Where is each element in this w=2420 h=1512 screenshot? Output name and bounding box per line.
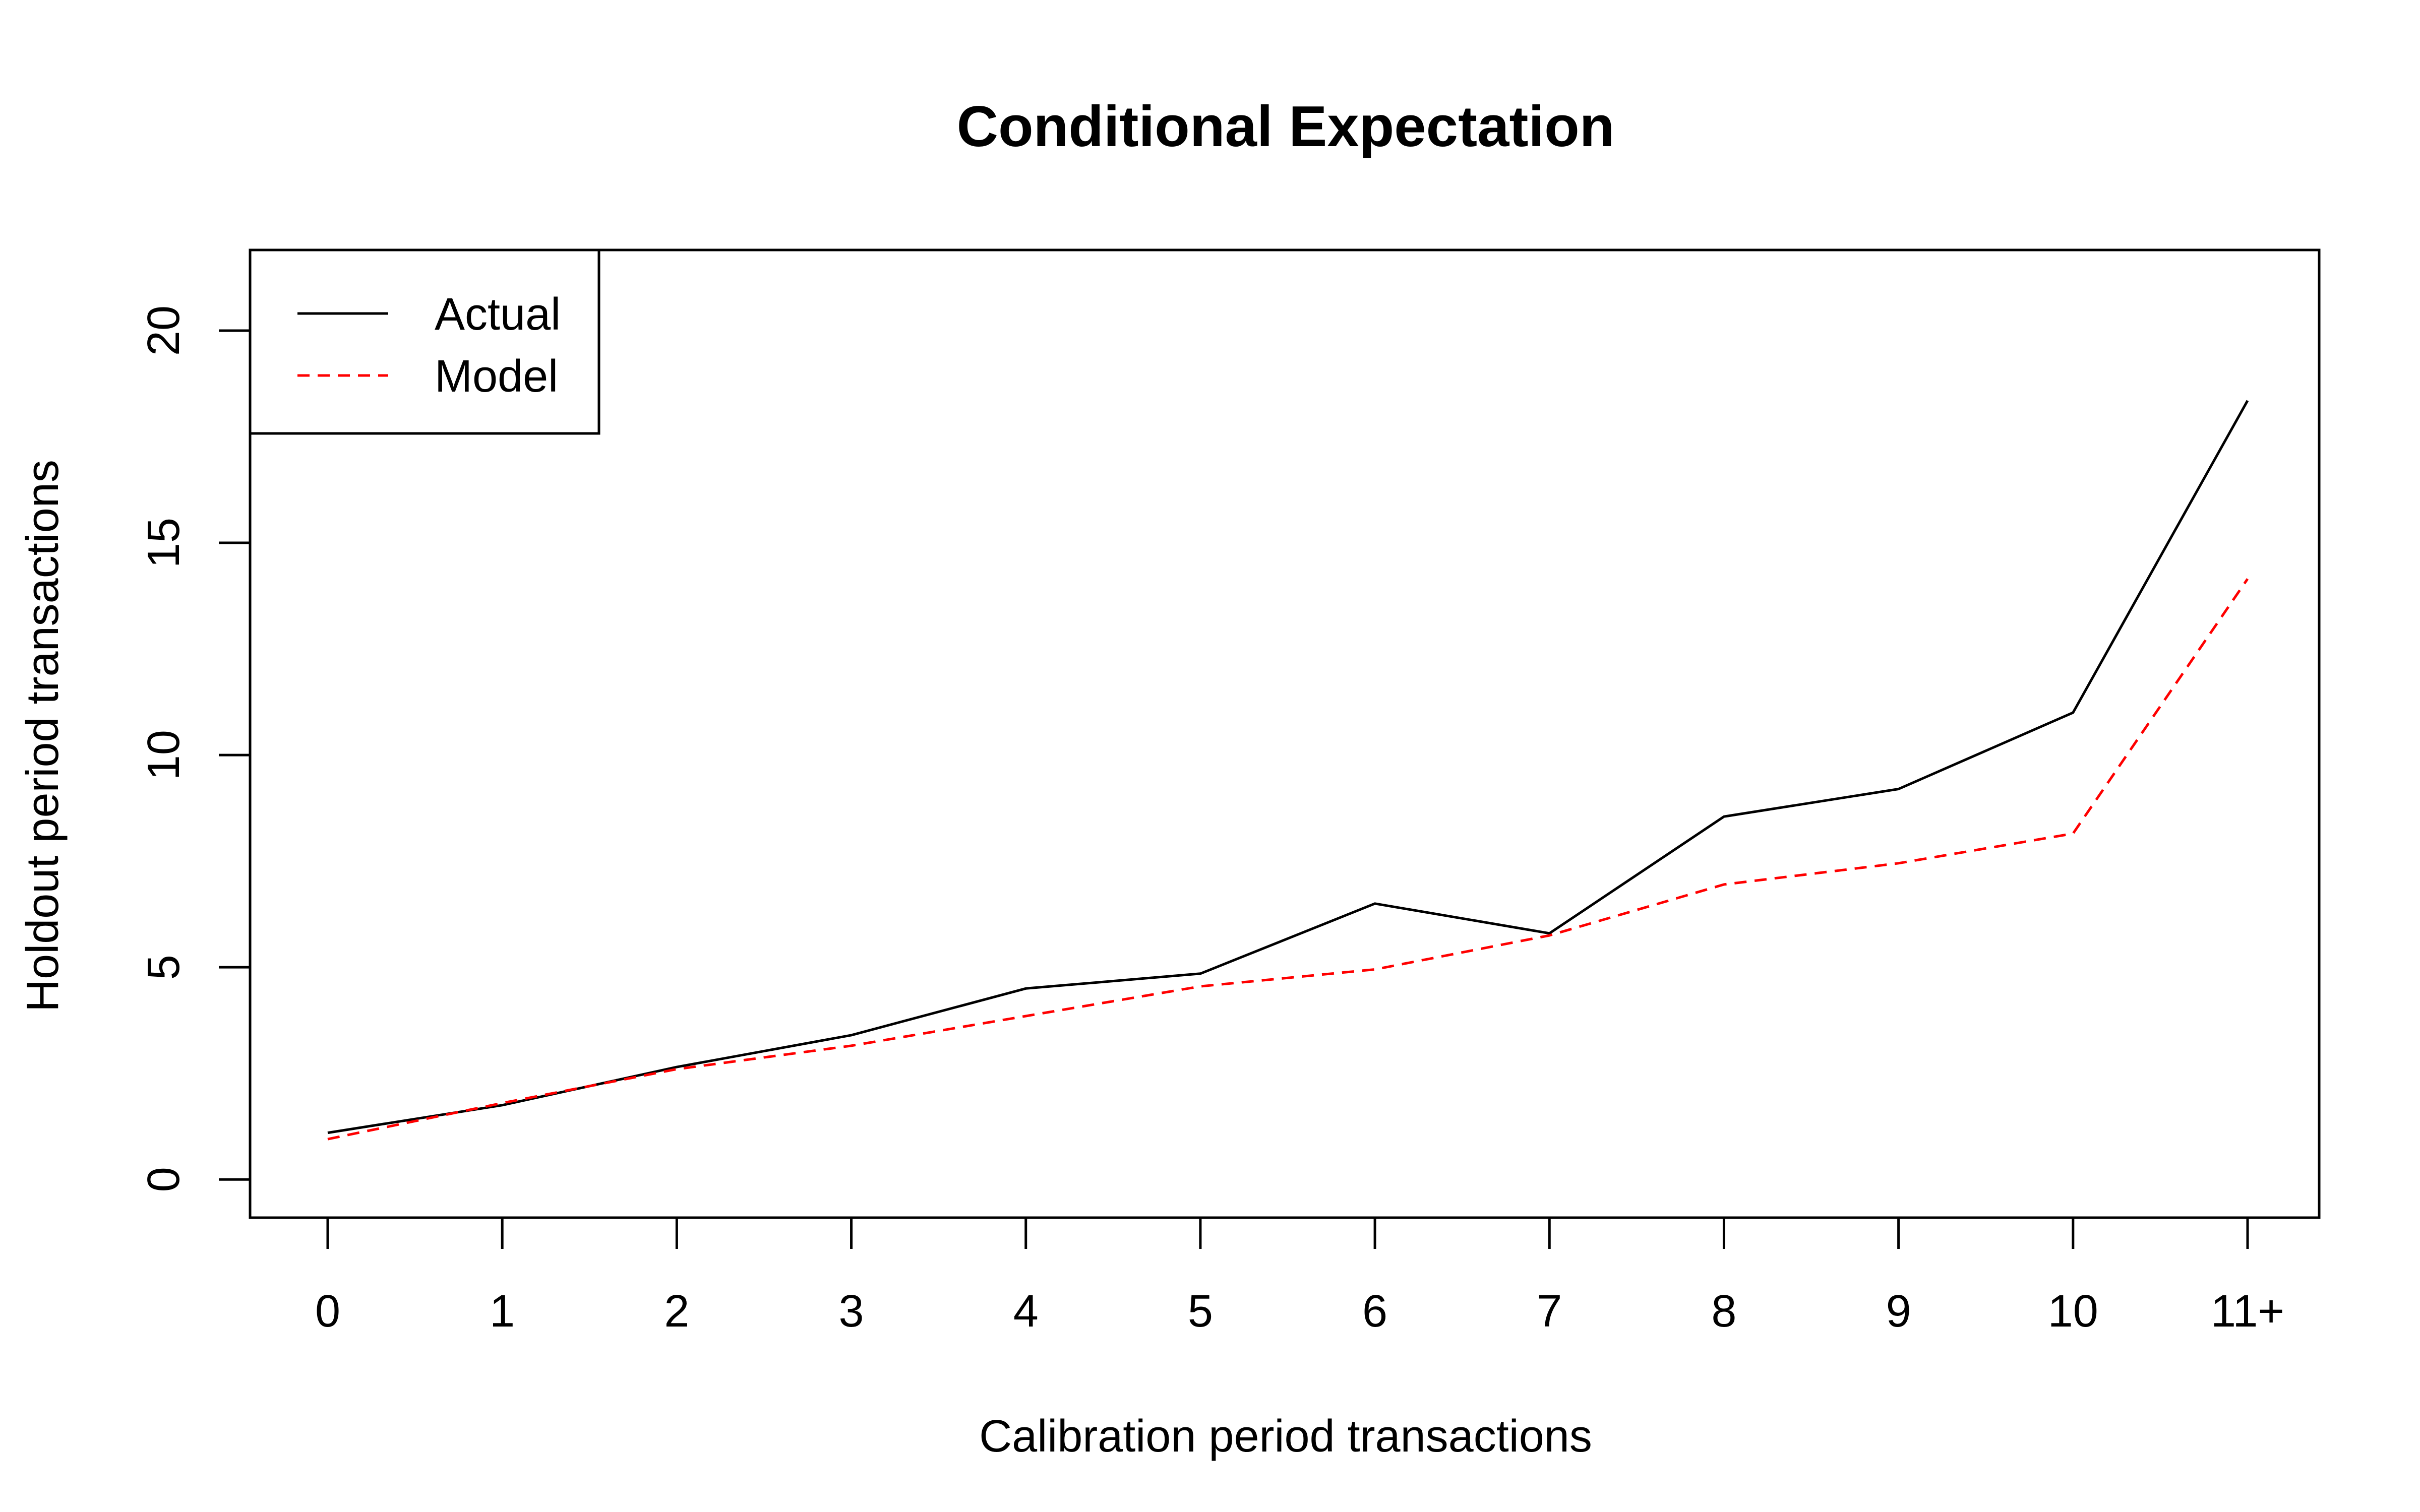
x-axis-label: Calibration period transactions [979,1411,1592,1462]
x-tick-label: 10 [2048,1286,2098,1337]
chart-title: Conditional Expectation [957,95,1615,159]
series-layer [327,400,2249,1141]
x-tick-label: 3 [839,1286,864,1337]
y-tick-label: 10 [139,730,189,780]
y-tick-label: 20 [139,305,189,356]
legend-label-model: Model [435,351,558,402]
x-tick-label: 11+ [2211,1286,2284,1337]
x-tick-label: 8 [1711,1286,1736,1337]
legend: Actual Model [249,248,600,435]
legend-label-actual: Actual [435,289,561,340]
y-axis: 0 5 10 15 20 [139,305,252,1192]
x-tick-label: 6 [1362,1286,1387,1337]
y-tick-label: 0 [139,1167,189,1192]
x-tick-label: 2 [664,1286,689,1337]
series-line-actual [327,400,2249,1135]
y-tick-label: 5 [139,955,189,980]
y-axis-label: Holdout period transactions [18,460,68,1012]
x-tick-label: 9 [1886,1286,1911,1337]
x-tick-label: 4 [1013,1286,1039,1337]
x-tick-label: 5 [1188,1286,1213,1337]
x-tick-label: 7 [1537,1286,1562,1337]
series-line-model [327,578,2249,1141]
x-axis: 0 1 2 3 4 5 6 7 8 9 10 11+ [315,1216,2284,1337]
x-tick-label: 0 [315,1286,340,1337]
x-tick-label: 1 [490,1286,515,1337]
y-tick-label: 15 [139,518,189,568]
legend-box [249,248,600,435]
